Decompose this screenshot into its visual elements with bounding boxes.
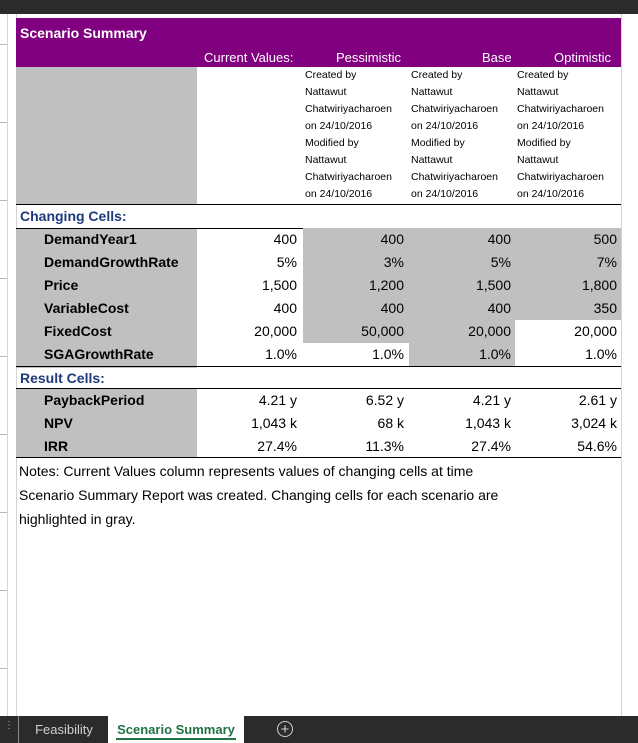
row-tick <box>0 590 7 591</box>
cell-pessimistic[interactable]: 68 k <box>303 415 404 431</box>
col-header-current[interactable]: Current Values: <box>204 48 293 67</box>
cell-optimistic[interactable]: 350 <box>515 300 617 316</box>
cell-base[interactable]: 1,500 <box>409 277 511 293</box>
row-tick <box>0 200 7 201</box>
divider <box>16 388 621 389</box>
cell-base[interactable]: 20,000 <box>409 323 511 339</box>
row-label[interactable]: VariableCost <box>44 300 129 316</box>
tab-scenario-summary[interactable]: Scenario Summary <box>108 716 244 743</box>
cell-base[interactable]: 27.4% <box>409 438 511 454</box>
cell-optimistic[interactable]: 1.0% <box>515 346 617 362</box>
row-label[interactable]: SGAGrowthRate <box>44 346 154 362</box>
cell-current[interactable]: 4.21 y <box>197 392 297 408</box>
cell-pessimistic[interactable]: 1.0% <box>303 346 404 362</box>
row-tick <box>0 668 7 669</box>
cell-pessimistic[interactable]: 11.3% <box>303 438 404 454</box>
cell-optimistic[interactable]: 500 <box>515 231 617 247</box>
cell-optimistic[interactable]: 7% <box>515 254 617 270</box>
cell-base[interactable]: 1.0% <box>409 346 511 362</box>
section-result-cells[interactable]: Result Cells: <box>20 370 105 386</box>
cell-base[interactable]: 400 <box>409 231 511 247</box>
row-label[interactable]: IRR <box>44 438 68 454</box>
row-label[interactable]: FixedCost <box>44 323 112 339</box>
sheet-top-strip <box>0 0 638 14</box>
cell-current[interactable]: 5% <box>197 254 297 270</box>
cell-optimistic[interactable]: 3,024 k <box>515 415 617 431</box>
cell-current[interactable]: 1,500 <box>197 277 297 293</box>
cell-base[interactable]: 400 <box>409 300 511 316</box>
row-label[interactable]: NPV <box>44 415 73 431</box>
cell-base[interactable]: 5% <box>409 254 511 270</box>
cell-base[interactable]: 4.21 y <box>409 392 511 408</box>
sheet-gridline <box>7 14 8 716</box>
cell-current[interactable]: 400 <box>197 300 297 316</box>
cell-pessimistic[interactable]: 1,200 <box>303 277 404 293</box>
row-tick <box>0 512 7 513</box>
cell-current[interactable]: 27.4% <box>197 438 297 454</box>
cell-optimistic[interactable]: 1,800 <box>515 277 617 293</box>
cell-current[interactable]: 1.0% <box>197 346 297 362</box>
row-label[interactable]: Price <box>44 277 78 293</box>
cell-optimistic[interactable]: 20,000 <box>515 323 617 339</box>
divider <box>16 204 621 205</box>
meta-optimistic[interactable]: Created by Nattawut Chatwiriyacharoen on… <box>517 67 623 203</box>
tab-scroll-dots[interactable]: ⋮ <box>4 720 14 731</box>
col-header-optimistic[interactable]: Optimistic <box>554 48 611 67</box>
col-header-base[interactable]: Base <box>482 48 512 67</box>
row-label[interactable]: PaybackPeriod <box>44 392 144 408</box>
row-tick <box>0 122 7 123</box>
divider <box>16 366 621 367</box>
meta-base[interactable]: Created by Nattawut Chatwiriyacharoen on… <box>411 67 517 203</box>
tab-feasibility[interactable]: Feasibility <box>18 716 109 743</box>
cell-pessimistic[interactable]: 50,000 <box>303 323 404 339</box>
section-changing-cells[interactable]: Changing Cells: <box>20 208 127 224</box>
row-label[interactable]: DemandYear1 <box>44 231 137 247</box>
cell-optimistic[interactable]: 54.6% <box>515 438 617 454</box>
row-tick <box>0 434 7 435</box>
meta-pessimistic[interactable]: Created by Nattawut Chatwiriyacharoen on… <box>305 67 411 203</box>
cell-pessimistic[interactable]: 6.52 y <box>303 392 404 408</box>
cell-base[interactable]: 1,043 k <box>409 415 511 431</box>
col-header-pessimistic[interactable]: Pessimistic <box>336 48 401 67</box>
report-title[interactable]: Scenario Summary <box>16 18 621 48</box>
label-column-gray <box>16 67 197 204</box>
column-header-row <box>16 48 621 67</box>
cell-pessimistic[interactable]: 400 <box>303 300 404 316</box>
row-tick <box>0 278 7 279</box>
notes-text[interactable]: Notes: Current Values column represents … <box>19 459 509 531</box>
row-tick <box>0 356 7 357</box>
cell-current[interactable]: 20,000 <box>197 323 297 339</box>
plus-circle-icon[interactable]: + <box>277 721 293 737</box>
row-tick <box>0 44 7 45</box>
cell-current[interactable]: 400 <box>197 231 297 247</box>
cell-current[interactable]: 1,043 k <box>197 415 297 431</box>
cell-pessimistic[interactable]: 3% <box>303 254 404 270</box>
row-label[interactable]: DemandGrowthRate <box>44 254 179 270</box>
divider <box>16 457 621 458</box>
cell-optimistic[interactable]: 2.61 y <box>515 392 617 408</box>
cell-pessimistic[interactable]: 400 <box>303 231 404 247</box>
